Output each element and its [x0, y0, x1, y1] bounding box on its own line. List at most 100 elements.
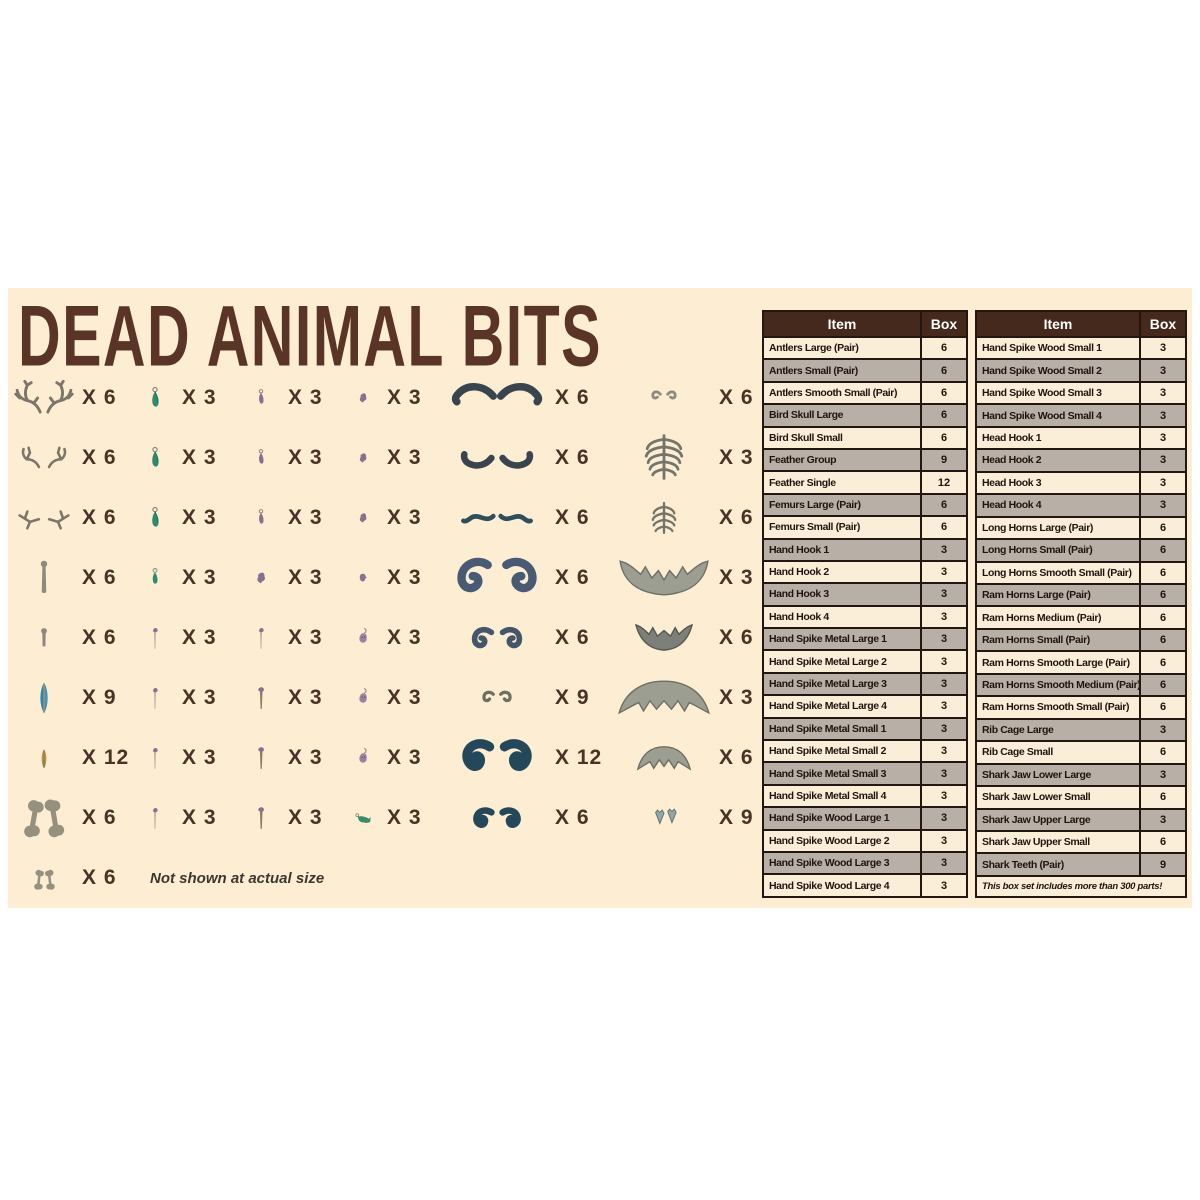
- box-count-cell: 6: [1139, 538, 1187, 563]
- table-row: Antlers Smooth Small (Pair) 6: [762, 380, 968, 406]
- table-row: Bird Skull Large 6: [762, 403, 968, 428]
- table-row: Rib Cage Small 6: [975, 740, 1187, 765]
- box-count-cell: 12: [920, 470, 968, 495]
- hand-purple-icon: [345, 548, 381, 608]
- item-cell: Long Horns Small (Pair): [975, 538, 1141, 563]
- rib-cage-small-icon: [615, 488, 713, 548]
- box-count-cell: 3: [1139, 380, 1187, 406]
- long-horns-small-icon: [445, 428, 549, 488]
- item-cell: Ram Horns Large (Pair): [975, 582, 1141, 608]
- antlers-small-icon: [12, 428, 76, 488]
- box-count-cell: 6: [1139, 650, 1187, 675]
- box-count-cell: 3: [920, 873, 968, 898]
- grid-cell: X 6: [12, 548, 134, 608]
- hand-hook-green-small-icon: [134, 548, 176, 608]
- grid-cell: X 3: [345, 488, 445, 548]
- head-hook-face-icon: [345, 608, 381, 668]
- quantity-label: X 3: [288, 566, 323, 589]
- box-count-cell: 6: [1139, 695, 1187, 720]
- item-cell: Ram Horns Small (Pair): [975, 627, 1141, 653]
- shark-jaw-lower-large-icon: [615, 548, 713, 608]
- footer-note: This box set includes more than 300 part…: [975, 874, 1187, 899]
- quantity-label: X 6: [555, 386, 590, 409]
- grid-cell: X 3: [240, 488, 345, 548]
- table-header-row: Item Box: [975, 310, 1187, 338]
- ram-horns-smooth-small-icon: [445, 788, 549, 848]
- parts-tables: Item Box Antlers Large (Pair) 6 Antlers Sm…: [762, 310, 1187, 899]
- box-count-cell: 6: [1139, 582, 1187, 608]
- grid-cell: X 9: [445, 668, 615, 728]
- grid-row: X 6 X 3 X 3 X 3 X 6 X 9: [12, 788, 762, 848]
- table-row: Ram Horns Smooth Medium (Pair) 6: [975, 672, 1187, 698]
- item-cell: Hand Spike Wood Small 2: [975, 358, 1141, 383]
- hand-hook-purple-icon: [240, 488, 282, 548]
- item-cell: Feather Single: [762, 470, 922, 495]
- quantity-label: X 9: [719, 806, 754, 829]
- grid-cell: X 3: [345, 728, 445, 788]
- hand-spike-wood-icon: [240, 668, 282, 728]
- hand-spike-wood-icon: [240, 788, 282, 848]
- table-row: Antlers Small (Pair) 6: [762, 358, 968, 383]
- item-cell: Hand Hook 2: [762, 559, 922, 585]
- shark-teeth-icon: [615, 788, 713, 848]
- grid-cell: X 6: [445, 488, 615, 548]
- table-footer-note-row: This box set includes more than 300 part…: [975, 874, 1187, 899]
- hand-spike-metal-icon: [134, 668, 176, 728]
- box-count-cell: 6: [920, 492, 968, 518]
- grid-cell: X 3: [615, 548, 758, 608]
- item-cell: Ram Horns Smooth Large (Pair): [975, 650, 1141, 675]
- grid-row: X 6 X 3 X 3 X 3 X 6 X 6: [12, 608, 762, 668]
- column-header-box: Box: [920, 310, 968, 338]
- box-count-cell: 3: [920, 739, 968, 764]
- item-cell: Shark Jaw Upper Large: [975, 807, 1141, 832]
- box-count-cell: 6: [1139, 740, 1187, 765]
- page-title: DEAD ANIMAL BITS: [18, 288, 602, 385]
- quantity-label: X 3: [387, 566, 422, 589]
- quantity-label: X 3: [288, 386, 323, 409]
- long-horns-smooth-icon: [445, 488, 549, 548]
- box-count-cell: 6: [920, 335, 968, 361]
- quantity-label: X 6: [719, 626, 754, 649]
- quantity-label: X 3: [182, 566, 217, 589]
- box-count-cell: 3: [920, 828, 968, 854]
- ram-horns-tiny-icon: [445, 668, 549, 728]
- rib-cage-large-icon: [615, 428, 713, 488]
- box-count-cell: 3: [1139, 717, 1187, 743]
- grid-cell: X 3: [615, 428, 758, 488]
- table-row: Long Horns Small (Pair) 6: [975, 538, 1187, 563]
- grid-row: X 6 X 3 X 3 X 3 X 6 X 3: [12, 428, 762, 488]
- grid-cell: X 6: [615, 488, 758, 548]
- item-cell: Head Hook 1: [975, 425, 1141, 451]
- quantity-label: X 3: [387, 686, 422, 709]
- item-cell: Hand Spike Wood Large 4: [762, 873, 922, 898]
- quantity-label: X 6: [555, 806, 590, 829]
- feather-group-icon: [12, 668, 76, 728]
- grid-cell: X 3: [240, 788, 345, 848]
- box-count-cell: 3: [920, 783, 968, 809]
- box-count-cell: 6: [1139, 672, 1187, 698]
- quantity-label: X 3: [182, 686, 217, 709]
- grid-cell: X 3: [134, 488, 240, 548]
- item-cell: Hand Spike Wood Small 1: [975, 335, 1141, 361]
- box-count-cell: 3: [1139, 358, 1187, 383]
- femurs-large-icon: [12, 788, 76, 848]
- quantity-label: X 6: [555, 566, 590, 589]
- table-row: Shark Jaw Upper Large 3: [975, 807, 1187, 832]
- quantity-label: X 3: [288, 626, 323, 649]
- quantity-label: X 6: [82, 446, 117, 469]
- table-row: Ram Horns Large (Pair) 6: [975, 582, 1187, 608]
- quantity-label: X 3: [182, 386, 217, 409]
- quantity-label: X 3: [288, 686, 323, 709]
- quantity-label: X 3: [387, 806, 422, 829]
- antlers-large-icon: [12, 368, 76, 428]
- quantity-label: X 3: [182, 746, 217, 769]
- grid-cell: X 3: [345, 788, 445, 848]
